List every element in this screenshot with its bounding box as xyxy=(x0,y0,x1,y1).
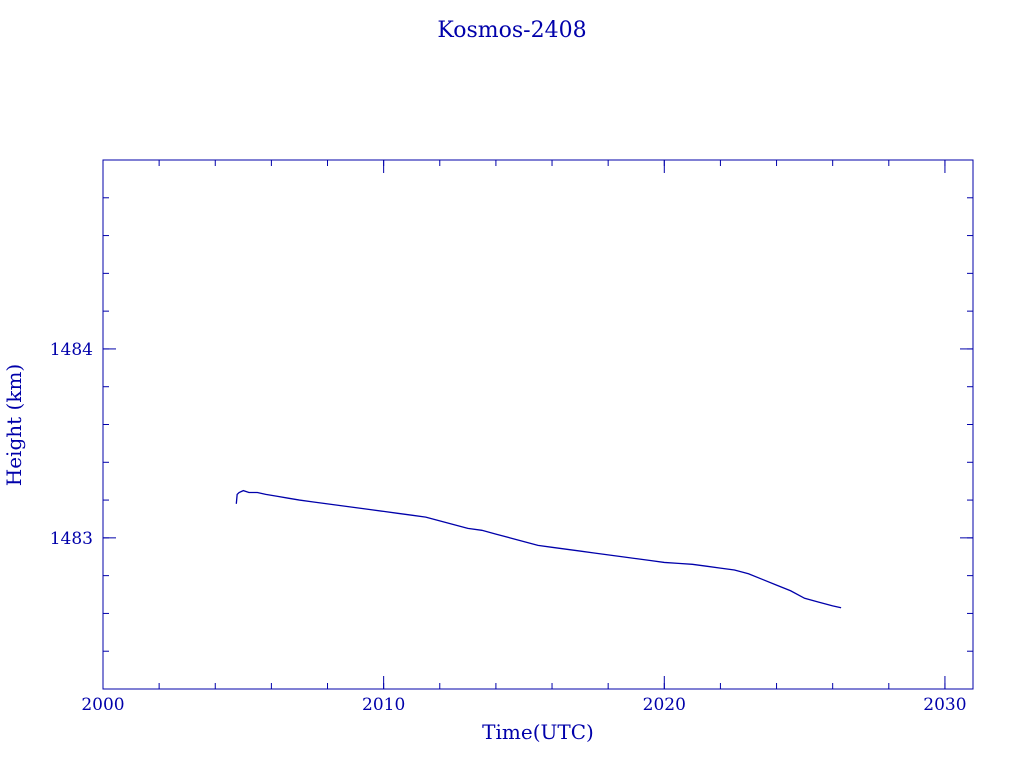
plot-frame xyxy=(102,159,974,690)
x-tick-label: 2010 xyxy=(362,695,405,715)
chart-title: Kosmos-2408 xyxy=(437,18,586,43)
height-series-line xyxy=(235,489,842,609)
y-axis-label: Height (km) xyxy=(2,364,26,486)
x-tick-label: 2030 xyxy=(923,695,966,715)
x-axis-label: Time(UTC) xyxy=(482,720,594,744)
axis-ticks xyxy=(102,159,973,690)
x-tick-label: 2000 xyxy=(81,695,124,715)
y-tick-label: 1484 xyxy=(50,340,93,360)
tick-labels: 2000 2010 2020 2030 1483 1484 xyxy=(50,340,967,715)
y-tick-label: 1483 xyxy=(50,529,93,549)
x-tick-label: 2020 xyxy=(643,695,686,715)
